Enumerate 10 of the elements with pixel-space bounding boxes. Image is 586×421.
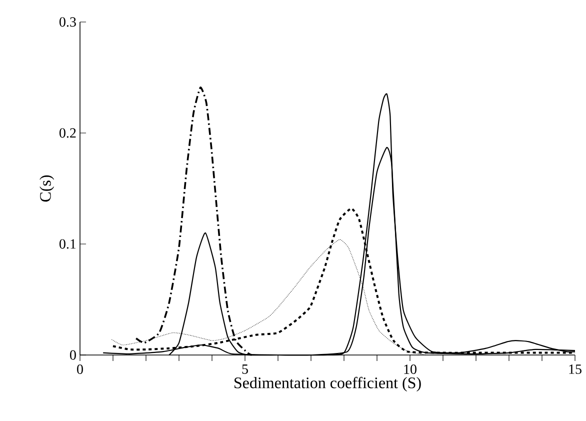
y-axis-title: C(s)	[40, 175, 54, 202]
y-tick-label: 0.3	[60, 17, 76, 27]
x-tick-label: 15	[569, 364, 582, 374]
y-tick-label: 0	[70, 350, 76, 360]
y-tick-label: 0.1	[60, 239, 76, 249]
x-tick-label: 0	[77, 364, 83, 374]
x-tick-label: 10	[404, 364, 416, 374]
x-axis-title: Sedimentation coefficient (S)	[234, 376, 421, 392]
y-tick-label: 0.2	[60, 128, 76, 138]
x-tick-label: 5	[242, 364, 248, 374]
